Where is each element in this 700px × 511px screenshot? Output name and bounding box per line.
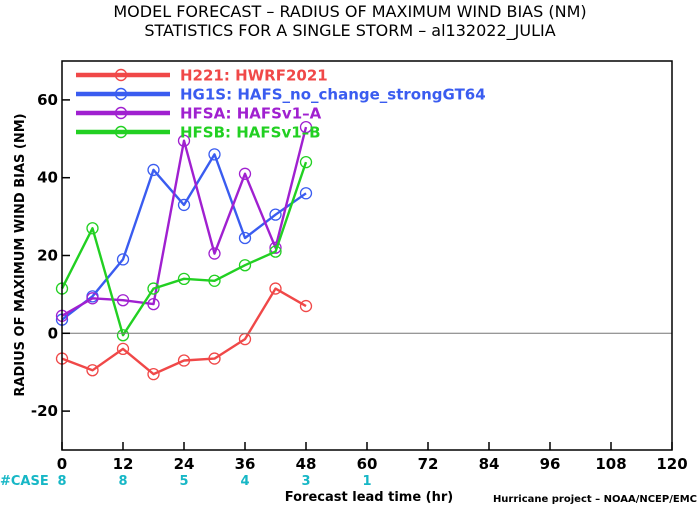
y-tick-label: 0	[48, 324, 58, 342]
x-tick-label: 0	[57, 455, 67, 473]
series-line-h221	[61, 287, 307, 376]
legend-swatch-marker	[114, 87, 128, 101]
y-tick-label: 40	[37, 169, 58, 187]
chart-title-line1: MODEL FORECAST – RADIUS OF MAXIMUM WIND …	[113, 2, 586, 21]
case-count: 1	[362, 474, 371, 489]
series-line-hfsb	[60, 161, 308, 337]
series-point-hfsa	[86, 292, 99, 305]
y-tick-label: 60	[37, 91, 58, 109]
x-tick-label: 36	[235, 455, 256, 473]
case-count: 8	[57, 474, 66, 489]
x-tick-label: 72	[418, 455, 439, 473]
series-point-hfsa	[299, 120, 313, 134]
series-point-hfsa	[177, 134, 191, 147]
y-axis-label: RADIUS OF MAXIMUM WIND BIAS (NM)	[13, 113, 28, 396]
legend-entry-h221: H221: HWRF2021	[180, 67, 328, 85]
chart-title-line2: STATISTICS FOR A SINGLE STORM – al132022…	[144, 21, 555, 41]
series-point-h221	[147, 367, 160, 381]
series-point-h221	[208, 352, 221, 365]
x-tick-label: 108	[595, 455, 626, 473]
legend-entry-hfsa: HFSA: HAFSv1–A	[180, 105, 322, 123]
series-point-hfsa	[269, 241, 282, 254]
case-counts: #CASE 8 8 5 4 3 1	[0, 474, 372, 489]
series-point-hg1s	[299, 187, 313, 200]
series-point-hfsb	[269, 245, 282, 258]
case-label: #CASE	[0, 474, 49, 489]
series-point-h221	[177, 354, 191, 367]
series-point-hfsa	[116, 294, 130, 307]
case-count: 4	[240, 474, 249, 489]
legend-entry-hfsb: HFSB: HAFSv1–B	[180, 124, 321, 142]
legend-swatch-marker	[114, 106, 128, 120]
series-point-hfsb	[238, 259, 252, 272]
legend-swatch-marker	[114, 125, 128, 139]
series-point-hg1s	[177, 198, 191, 212]
x-axis-label: Forecast lead time (hr)	[285, 490, 453, 505]
series-point-hg1s	[116, 253, 130, 266]
y-axis-ticks: -20 0 20 40 60	[31, 91, 70, 420]
plot-area	[62, 61, 672, 450]
series-point-hfsa	[238, 167, 252, 180]
series-layer	[55, 120, 313, 381]
x-tick-label: 60	[357, 455, 378, 473]
series-point-hg1s	[238, 231, 252, 245]
series-point-hg1s	[269, 208, 282, 221]
x-tick-label: 12	[113, 455, 134, 473]
series-point-h221	[299, 299, 313, 313]
series-line-hfsa	[61, 126, 308, 317]
legend-entry-hg1s: HG1S: HAFS_no_change_strongGT64	[180, 86, 486, 104]
series-point-hfsb	[147, 282, 160, 295]
case-count: 3	[301, 474, 310, 489]
legend-swatch-marker	[114, 68, 128, 82]
y-tick-label: -20	[31, 402, 58, 420]
case-count: 8	[118, 474, 127, 489]
credit-text: Hurricane project – NOAA/NCEP/EMC	[493, 494, 697, 505]
x-tick-label: 84	[479, 455, 500, 473]
x-tick-label: 120	[656, 455, 687, 473]
series-point-hfsb	[208, 274, 221, 287]
x-axis-ticks: 0 12 24 36 48 60 72 84 96 108 120	[57, 442, 688, 473]
series-point-hfsb	[177, 272, 191, 285]
series-point-hg1s	[147, 163, 160, 177]
series-point-h221	[116, 342, 130, 356]
x-tick-label: 96	[540, 455, 561, 473]
series-point-hfsb	[299, 155, 313, 169]
series-point-hg1s	[208, 148, 221, 161]
series-point-h221	[269, 282, 282, 295]
series-point-h221	[86, 364, 99, 377]
x-tick-label: 48	[296, 455, 317, 473]
series-point-hfsb	[86, 222, 99, 235]
series-point-hfsb	[116, 329, 130, 342]
x-tick-label: 24	[174, 455, 195, 473]
series-point-hfsa	[208, 247, 221, 260]
y-tick-label: 20	[37, 247, 58, 265]
series-point-hfsa	[147, 297, 160, 311]
case-count: 5	[179, 474, 188, 489]
